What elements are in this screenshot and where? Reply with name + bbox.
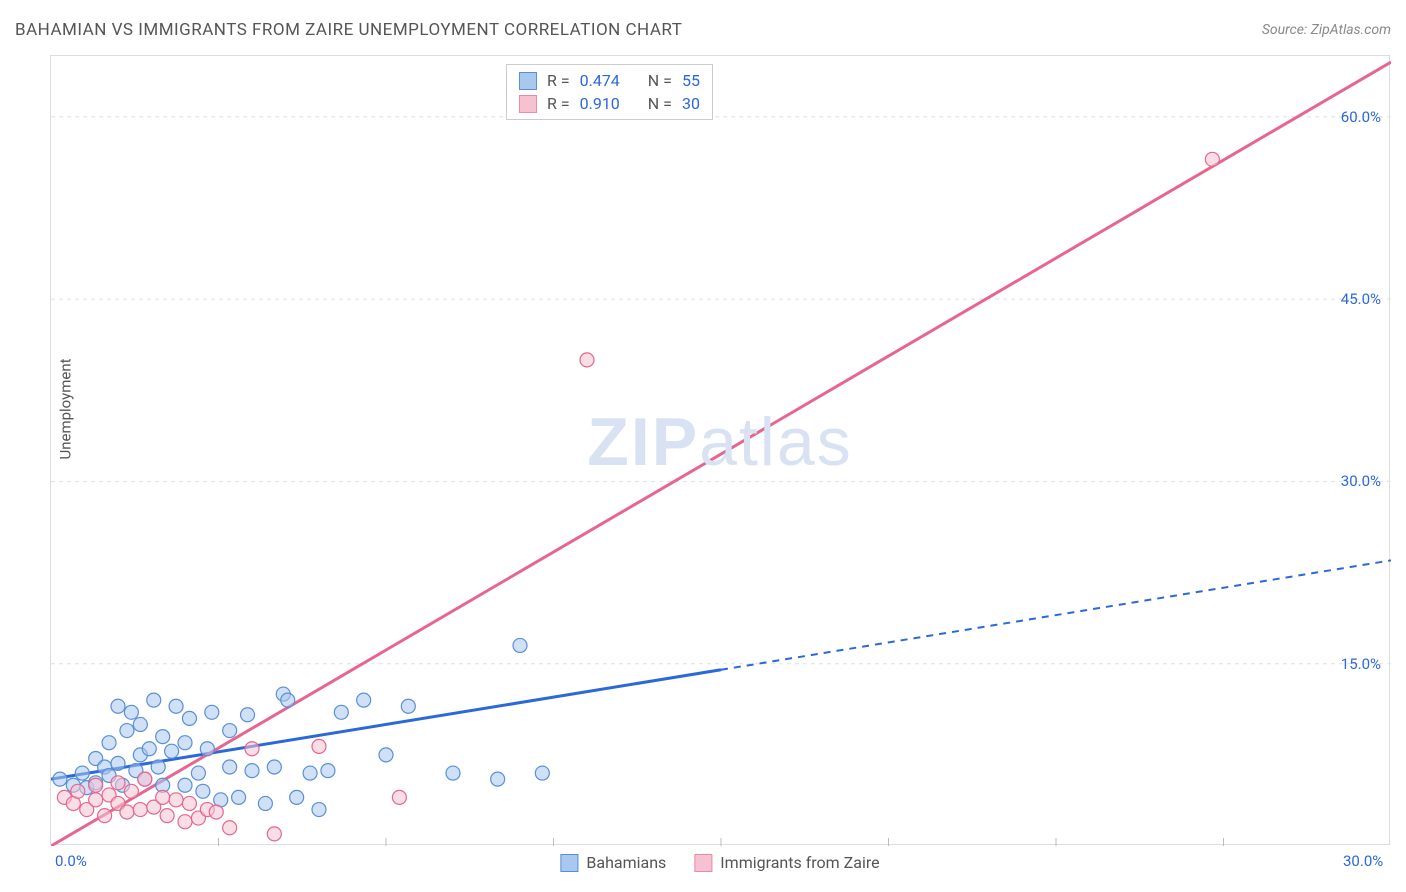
legend-swatch-pink xyxy=(694,854,712,872)
legend-label: Bahamians xyxy=(586,853,666,872)
x-tick-label: 0.0% xyxy=(55,852,87,870)
scatter-plot xyxy=(51,56,1391,846)
stats-row-bahamians: R = 0.474 N = 55 xyxy=(519,69,700,92)
r-label: R = xyxy=(547,94,570,113)
stats-swatch-pink xyxy=(519,95,537,113)
chart-container: ZIPatlas R = 0.474 N = 55 R = 0.910 N = … xyxy=(50,55,1390,845)
r-label: R = xyxy=(547,71,570,90)
y-tick-label: 15.0% xyxy=(1341,655,1381,673)
y-tick-label: 30.0% xyxy=(1341,472,1381,490)
y-tick-label: 60.0% xyxy=(1341,108,1381,126)
y-tick-label: 45.0% xyxy=(1341,290,1381,308)
legend-label: Immigrants from Zaire xyxy=(720,853,879,872)
n-value: 30 xyxy=(682,94,700,113)
legend-swatch-blue xyxy=(560,854,578,872)
n-label: N = xyxy=(648,71,672,90)
stats-swatch-blue xyxy=(519,72,537,90)
stats-legend: R = 0.474 N = 55 R = 0.910 N = 30 xyxy=(506,64,713,120)
bottom-legend: Bahamians Immigrants from Zaire xyxy=(560,853,879,872)
n-label: N = xyxy=(648,94,672,113)
chart-header: BAHAMIAN VS IMMIGRANTS FROM ZAIRE UNEMPL… xyxy=(15,20,1391,40)
legend-item-bahamians: Bahamians xyxy=(560,853,666,872)
r-value: 0.910 xyxy=(580,94,620,113)
n-value: 55 xyxy=(682,71,700,90)
legend-item-zaire: Immigrants from Zaire xyxy=(694,853,879,872)
x-tick-label: 30.0% xyxy=(1343,852,1383,870)
chart-source: Source: ZipAtlas.com xyxy=(1262,22,1391,38)
stats-row-zaire: R = 0.910 N = 30 xyxy=(519,92,700,115)
chart-title: BAHAMIAN VS IMMIGRANTS FROM ZAIRE UNEMPL… xyxy=(15,20,682,40)
r-value: 0.474 xyxy=(580,71,620,90)
